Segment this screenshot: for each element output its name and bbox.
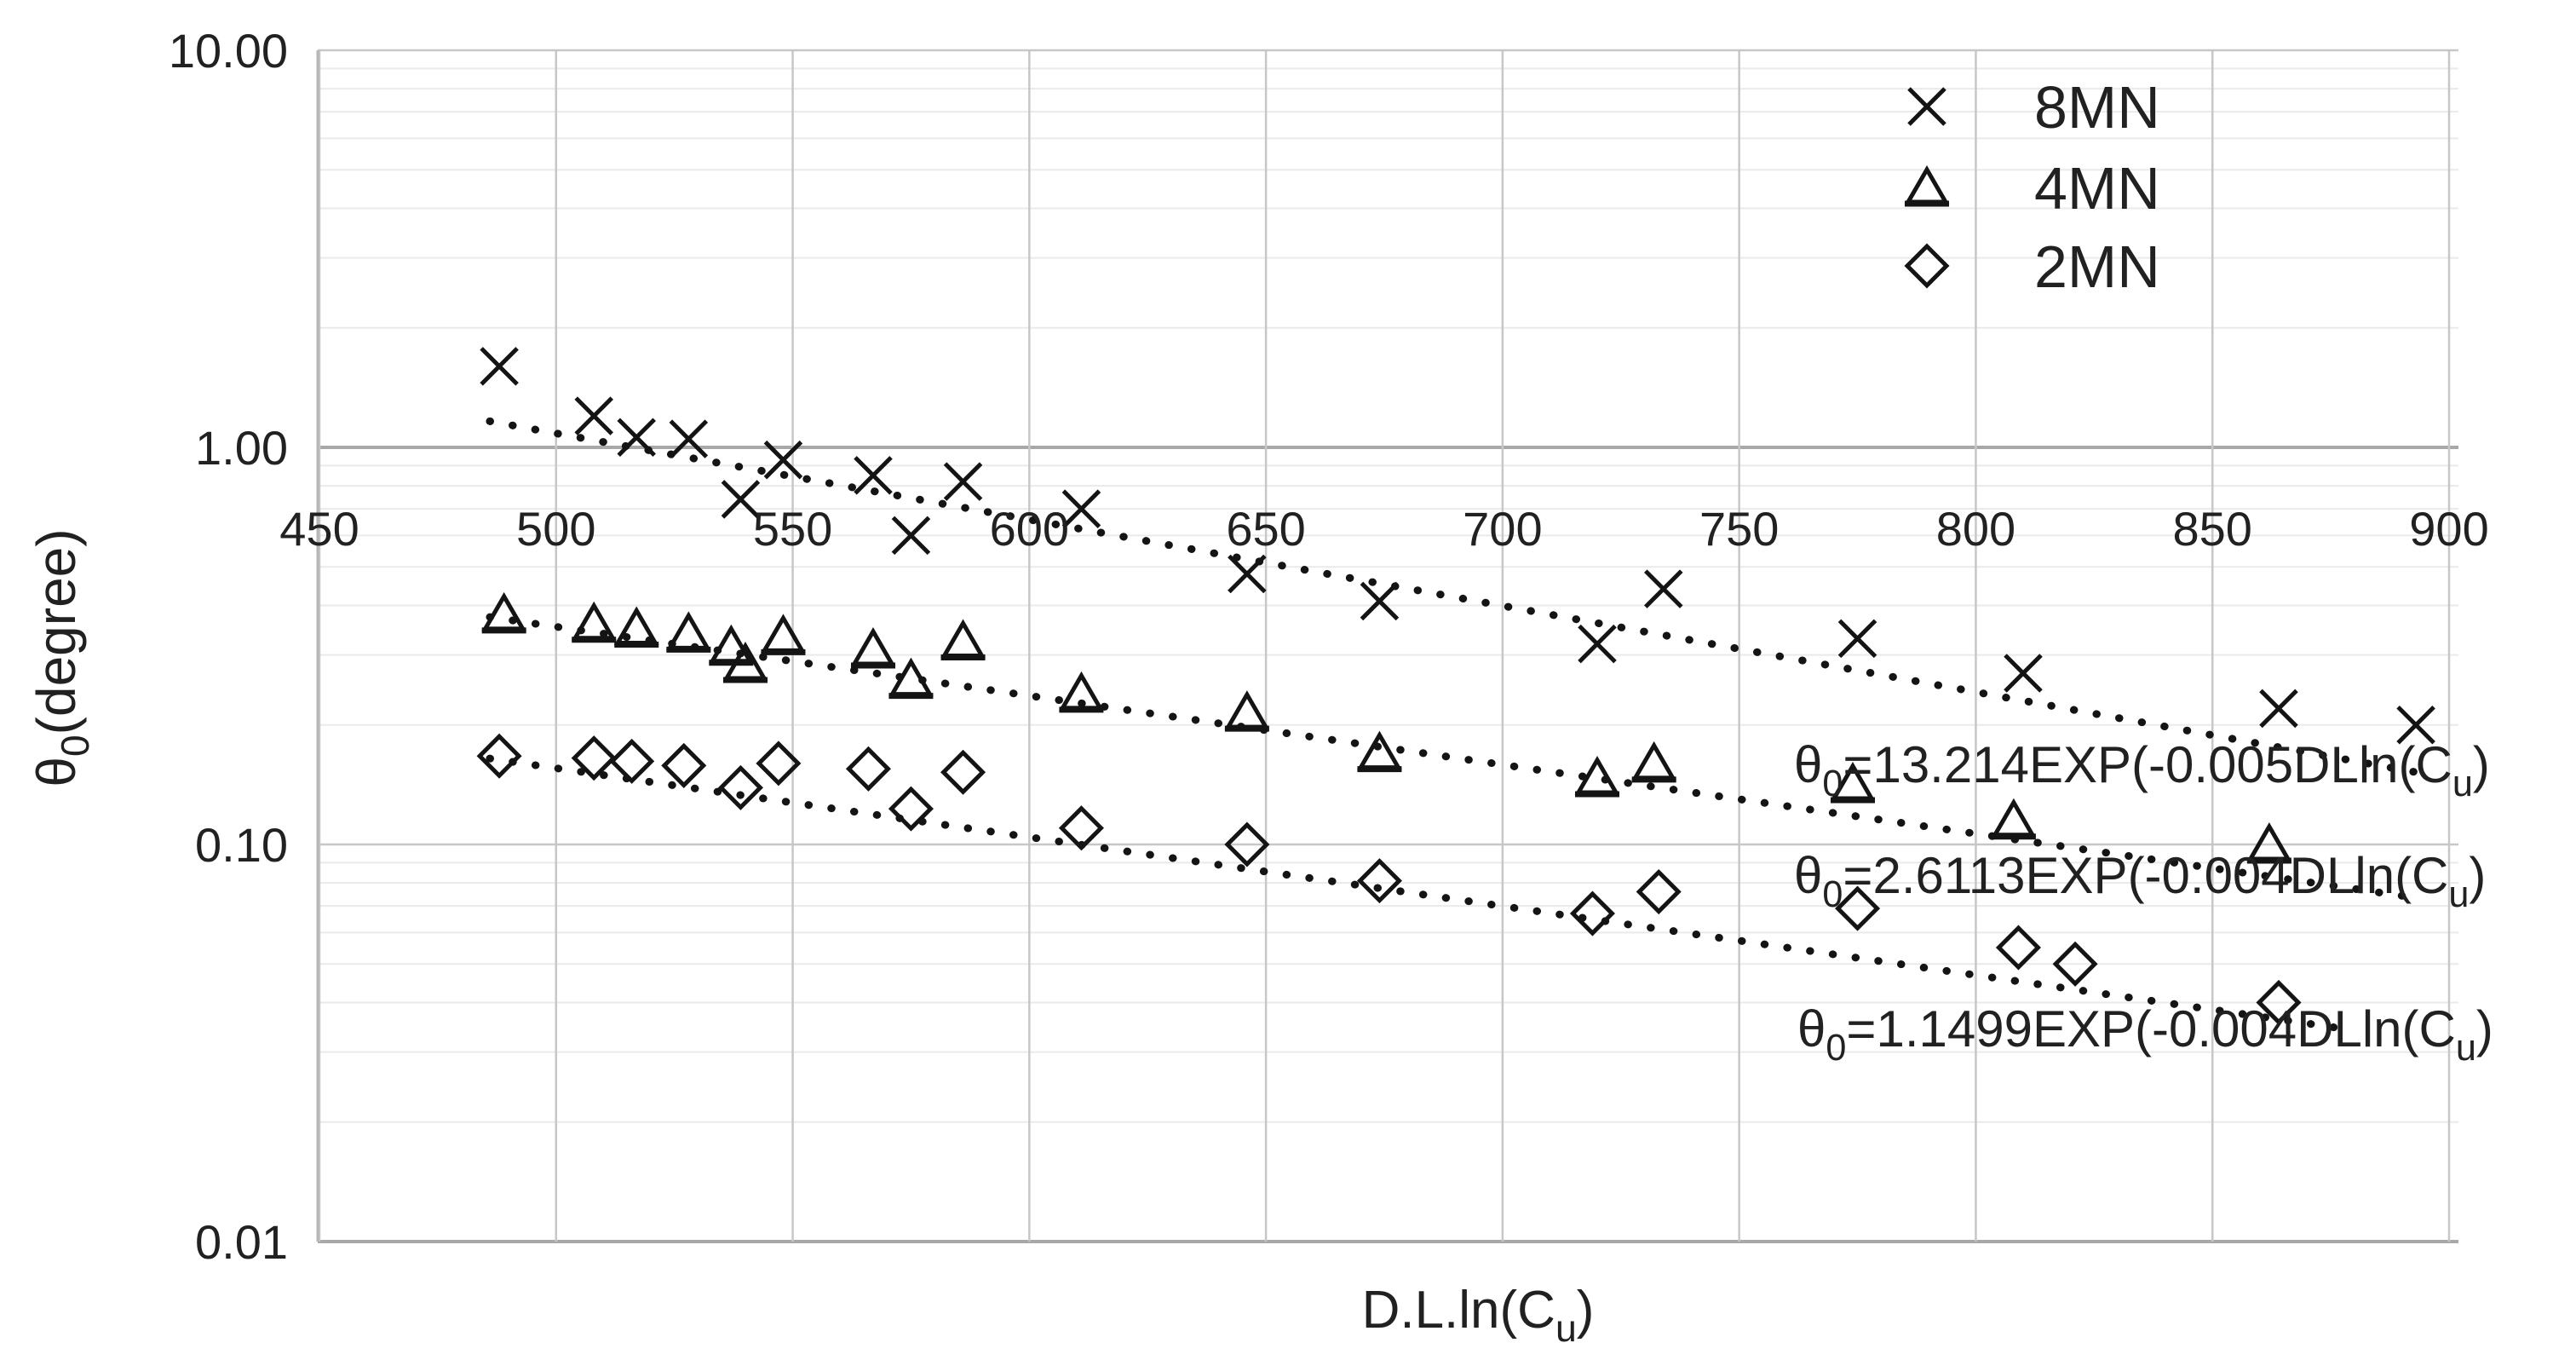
trendline-2MN (486, 754, 2359, 1034)
marker-2MN (609, 738, 655, 784)
series-2MN (476, 733, 2302, 1025)
marker-2MN (1636, 869, 1682, 915)
marker-8MN (1644, 569, 1683, 608)
legend-label: 4MN (2034, 155, 2160, 222)
marker-2MN (1058, 805, 1104, 851)
marker-8MN (574, 396, 613, 435)
marker-2MN (1356, 858, 1402, 904)
marker-8MN (2004, 654, 2043, 693)
legend-label: 2MN (2034, 233, 2160, 300)
x-tick-label: 450 (279, 502, 359, 556)
equation-4MN: θ0=2.6113EXP(-0.004DLln(Cu) (1794, 847, 2486, 915)
marker-8MN (1360, 581, 1400, 621)
legend-marker-diamond-icon (1904, 243, 1950, 289)
marker-2MN (1835, 885, 1881, 931)
marker-2MN (1569, 890, 1615, 936)
x-tick-label: 800 (1936, 502, 2015, 556)
marker-2MN (756, 741, 802, 787)
legend-marker-triangle-icon (1904, 165, 1950, 205)
marker-2MN (2052, 941, 2098, 987)
equation-2MN: θ0=1.1499EXP(-0.004DLln(Cu) (1797, 1000, 2493, 1069)
x-tick-label: 900 (2409, 502, 2488, 556)
marker-4MN (850, 627, 896, 666)
marker-2MN (1995, 925, 2041, 971)
marker-8MN (480, 347, 519, 386)
equation-8MN: θ0=13.214EXP(-0.005DLln(Cu) (1794, 736, 2490, 804)
legend-item-2MN: 2MN (1904, 233, 2160, 300)
marker-8MN (617, 418, 656, 457)
axis-tick-labels: 450 500 550 600 650 700 750 800 850 900 10.00 1.00 0… (169, 24, 2489, 1269)
y-tick-label: 0.01 (195, 1215, 288, 1269)
x-tick-label: 650 (1226, 502, 1305, 556)
y-tick-label: 0.10 (195, 818, 288, 872)
series-8MN (480, 347, 2435, 745)
legend-item-4MN: 4MN (1904, 155, 2160, 222)
marker-2MN (1224, 821, 1270, 867)
legend-item-8MN: 8MN (1907, 74, 2160, 141)
marker-2MN (661, 742, 707, 788)
x-tick-label: 550 (753, 502, 832, 556)
marker-4MN (761, 614, 806, 653)
marker-8MN (1837, 619, 1877, 659)
marker-8MN (943, 462, 983, 501)
legend: 8MN 4MN 2MN (1904, 74, 2160, 300)
marker-8MN (2259, 689, 2298, 729)
series-4MN (481, 591, 2292, 864)
x-tick-label: 750 (1699, 502, 1779, 556)
marker-4MN (481, 591, 527, 631)
marker-8MN (1578, 624, 1617, 664)
y-tick-label: 10.00 (169, 24, 288, 78)
marker-4MN (940, 619, 986, 658)
x-tick-label: 600 (990, 502, 1069, 556)
minor-gridlines (318, 67, 2458, 1123)
marker-8MN (721, 480, 761, 519)
trendline-equations: θ0=13.214EXP(-0.005DLln(Cu) θ0=2.6113EXP(… (1794, 736, 2493, 1069)
axis-titles: D.L.ln(Cu) θ0(degree) (26, 528, 1594, 1350)
y-axis-title: θ0(degree) (26, 528, 97, 787)
marker-2MN (717, 764, 763, 810)
x-tick-label: 700 (1463, 502, 1542, 556)
major-gridlines (318, 49, 2458, 1243)
marker-8MN (891, 516, 931, 556)
marker-2MN (476, 733, 522, 779)
data-markers (476, 347, 2435, 1025)
marker-8MN (1061, 489, 1101, 528)
legend-label: 8MN (2034, 74, 2160, 141)
marker-4MN (1357, 730, 1402, 770)
trendline-4MN (486, 613, 2425, 902)
marker-4MN (1991, 798, 2037, 838)
marker-8MN (763, 440, 803, 480)
marker-2MN (2256, 979, 2302, 1025)
marker-2MN (571, 735, 617, 781)
trendline-8MN (486, 417, 2439, 780)
trendlines (486, 417, 2439, 1034)
marker-2MN (845, 746, 891, 792)
marker-4MN (1224, 690, 1270, 729)
x-tick-label: 500 (516, 502, 595, 556)
legend-marker-x-icon (1907, 87, 1946, 126)
x-axis-title: D.L.ln(Cu) (1362, 1281, 1595, 1350)
marker-4MN (1631, 741, 1677, 781)
marker-8MN (669, 419, 709, 458)
y-tick-label: 1.00 (195, 421, 288, 475)
marker-8MN (1228, 554, 1267, 594)
marker-8MN (2396, 705, 2435, 745)
marker-2MN (940, 749, 986, 795)
marker-8MN (854, 456, 893, 495)
x-tick-label: 850 (2173, 502, 2252, 556)
marker-2MN (888, 786, 934, 832)
